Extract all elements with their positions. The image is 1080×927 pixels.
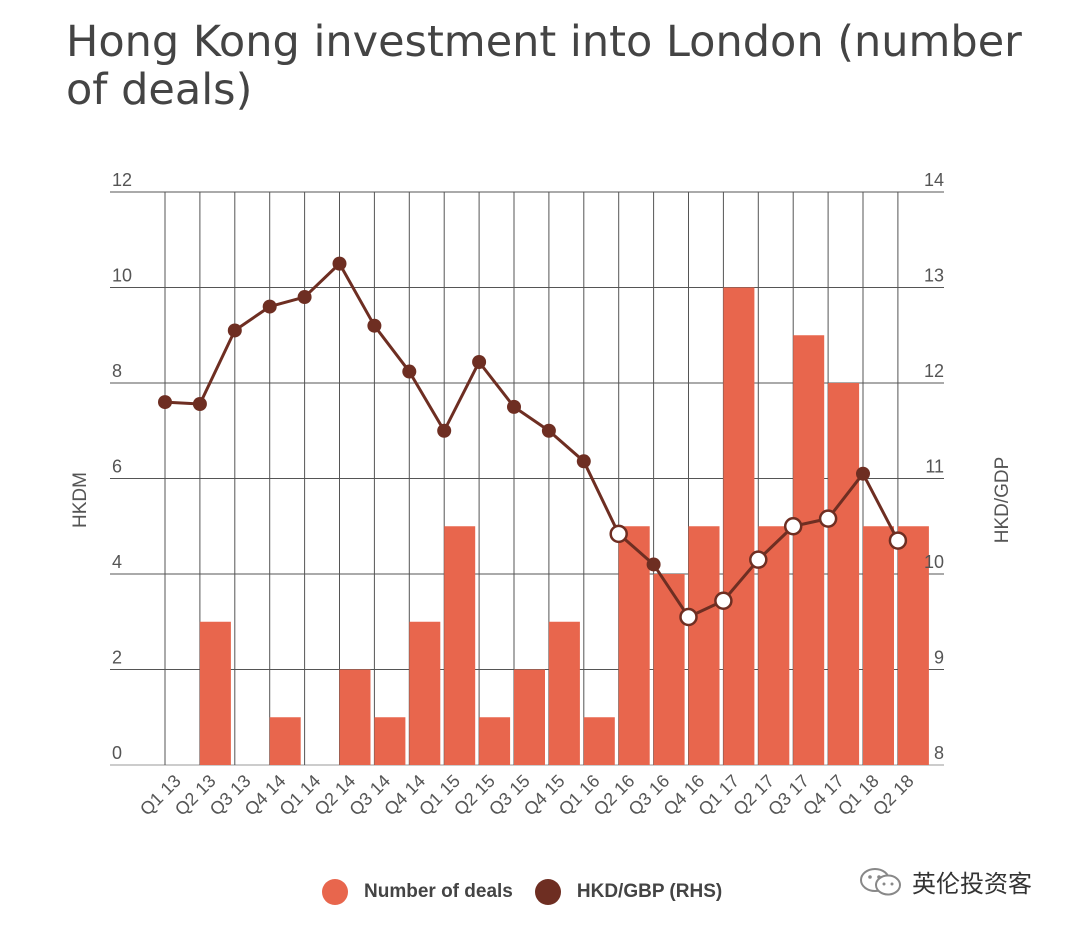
rate-point (402, 364, 417, 379)
bar-Q2-14 (339, 669, 371, 765)
legend-label-rate: HKD/GBP (RHS) (576, 881, 723, 902)
bar-Q1-15 (444, 526, 476, 765)
watermark-text: 英伦投资客 (912, 870, 1032, 898)
y-left-tick-label: 8 (112, 361, 122, 381)
legend-item-deals: Number of deals (322, 879, 513, 905)
y-right-tick-label: 9 (934, 648, 944, 668)
line-series (158, 256, 908, 627)
bar-Q2-16 (618, 526, 650, 765)
y-right-tick-label: 11 (925, 457, 944, 477)
bar-Q2-18 (897, 526, 929, 765)
bar-Q3-17 (793, 335, 825, 765)
rate-point (332, 256, 347, 271)
rate-point (818, 509, 838, 528)
rate-point (507, 399, 521, 414)
rate-point (472, 354, 487, 369)
rate-point (297, 290, 312, 305)
rate-point (541, 423, 556, 438)
rate-point (856, 466, 870, 481)
y-right-tick-label: 10 (924, 552, 944, 572)
bar-Q4-17 (828, 383, 860, 765)
bar-Q1-16 (583, 717, 615, 765)
rate-point (888, 531, 908, 550)
y-right-tick-label: 8 (934, 743, 944, 763)
rate-point (749, 550, 768, 569)
y-left-tick-label: 6 (112, 457, 122, 477)
y-left-tick-label: 4 (112, 552, 122, 572)
y-left-tick-label: 2 (112, 648, 122, 668)
rate-point (262, 299, 277, 314)
bar-Q1-17 (723, 287, 755, 765)
bar-Q3-15 (514, 669, 545, 765)
bar-Q4-16 (688, 526, 720, 765)
chart-title: Hong Kong investment into London (number… (66, 17, 1022, 115)
legend-item-rate: HKD/GBP (RHS) (534, 879, 723, 905)
legend-swatch-rate (534, 879, 561, 905)
rate-point (646, 557, 661, 572)
bar-Q4-15 (548, 621, 580, 765)
y-right-tick-label: 12 (924, 361, 944, 381)
y-right-tick-label: 13 (924, 266, 944, 286)
rate-point (227, 323, 242, 338)
bar-Q2-13 (199, 621, 231, 765)
y-left-tick-label: 12 (112, 170, 132, 190)
rate-point (192, 397, 207, 412)
y-right-axis-title: HKD/GDP (992, 457, 1013, 544)
rate-point (158, 395, 172, 410)
y-left-tick-label: 0 (112, 743, 122, 763)
wechat-icon (860, 867, 901, 895)
rate-point (609, 524, 628, 544)
bar-Q1-18 (863, 526, 894, 765)
rate-point (437, 423, 452, 438)
rate-point (576, 454, 591, 469)
rate-point (679, 607, 698, 627)
legend: Number of deals HKD/GBP (RHS) (322, 877, 744, 907)
bar-Q4-14 (269, 717, 301, 765)
y-left-tick-label: 10 (112, 266, 132, 286)
bar-series (199, 287, 929, 765)
y-right-tick-label: 14 (924, 170, 944, 190)
rate-point (783, 517, 803, 536)
y-left-axis-title: HKDM (70, 472, 91, 528)
legend-swatch-deals (322, 879, 348, 905)
legend-label-deals: Number of deals (364, 881, 513, 902)
rate-line (164, 262, 900, 619)
watermark: 英伦投资客 (858, 864, 1032, 899)
bar-Q4-14 (409, 621, 441, 765)
bar-Q3-14 (374, 717, 406, 765)
bar-Q2-15 (479, 717, 511, 765)
rate-point (714, 591, 733, 610)
x-tick-label: Q2 18 (869, 771, 918, 820)
rate-point (367, 318, 382, 333)
